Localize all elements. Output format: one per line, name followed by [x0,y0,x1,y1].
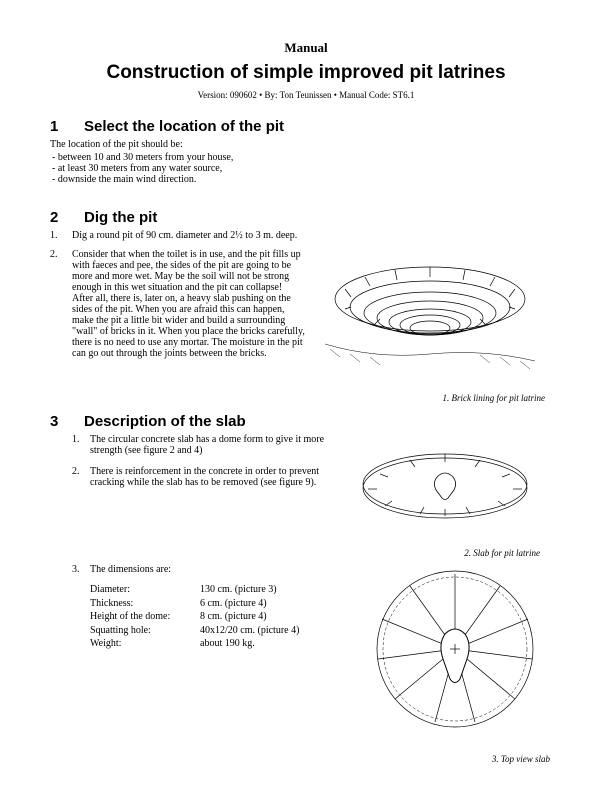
figure-2-caption: 2. Slab for pit latrine [350,548,540,558]
doc-label: Manual [50,40,562,56]
section-3-num: 3 [50,413,84,430]
dim-value: 8 cm. (picture 4) [200,610,299,624]
dim-label: Squatting hole: [90,624,200,638]
list-item: 1. The circular concrete slab has a dome… [72,434,340,456]
dim-value: about 190 kg. [200,637,299,651]
list-item: downside the main wind direction. [64,174,562,185]
figure-3: 3. Top view slab [360,564,550,764]
dim-value: 6 cm. (picture 4) [200,597,299,611]
section-3-title: Description of the slab [84,413,246,430]
section-2-title: Dig the pit [84,209,157,226]
section-3-list: 1. The circular concrete slab has a dome… [72,434,340,488]
list-item: 2. Consider that when the toilet is in u… [50,249,305,359]
meta-line: Version: 090602 • By: Ton Teunissen • Ma… [50,90,562,100]
item-num: 3. [72,564,90,575]
section-3-heading: 3Description of the slab [50,413,562,430]
item-text: Dig a round pit of 90 cm. diameter and 2… [72,230,562,241]
item-num: 2. [50,249,72,359]
figure-2: 2. Slab for pit latrine [350,434,540,558]
section-2-list-2: 2. Consider that when the toilet is in u… [50,249,305,359]
section-1-title: Select the location of the pit [84,118,284,135]
list-item: at least 30 meters from any water source… [64,163,562,174]
dim-label: Diameter: [90,583,200,597]
item-num: 1. [72,434,90,456]
item-text: There is reinforcement in the concrete i… [90,466,340,488]
dim-label: Weight: [90,637,200,651]
section-1-num: 1 [50,118,84,135]
item-text: Consider that when the toilet is in use,… [72,249,305,359]
list-item: 1. Dig a round pit of 90 cm. diameter an… [50,230,562,241]
section-1-list: between 10 and 30 meters from your house… [50,152,562,185]
list-item: between 10 and 30 meters from your house… [64,152,562,163]
section-2-list: 1. Dig a round pit of 90 cm. diameter an… [50,230,562,241]
item-text: The circular concrete slab has a dome fo… [90,434,340,456]
item-text: The dimensions are: [90,564,171,575]
dimensions-table: Diameter: Thickness: Height of the dome:… [50,583,350,651]
dim-value: 40x12/20 cm. (picture 4) [200,624,299,638]
figure-1: 1. Brick lining for pit latrine [315,249,545,403]
section-1-heading: 1Select the location of the pit [50,118,562,135]
section-1-intro: The location of the pit should be: [50,139,562,150]
figure-3-caption: 3. Top view slab [360,754,550,764]
page-title: Construction of simple improved pit latr… [50,62,562,84]
item-num: 2. [72,466,90,488]
list-item: 2. There is reinforcement in the concret… [72,466,340,488]
dim-value: 130 cm. (picture 3) [200,583,299,597]
section-2-heading: 2Dig the pit [50,209,562,226]
section-2-num: 2 [50,209,84,226]
dim-label: Thickness: [90,597,200,611]
item-num: 1. [50,230,72,241]
figure-1-caption: 1. Brick lining for pit latrine [315,393,545,403]
dim-label: Height of the dome: [90,610,200,624]
